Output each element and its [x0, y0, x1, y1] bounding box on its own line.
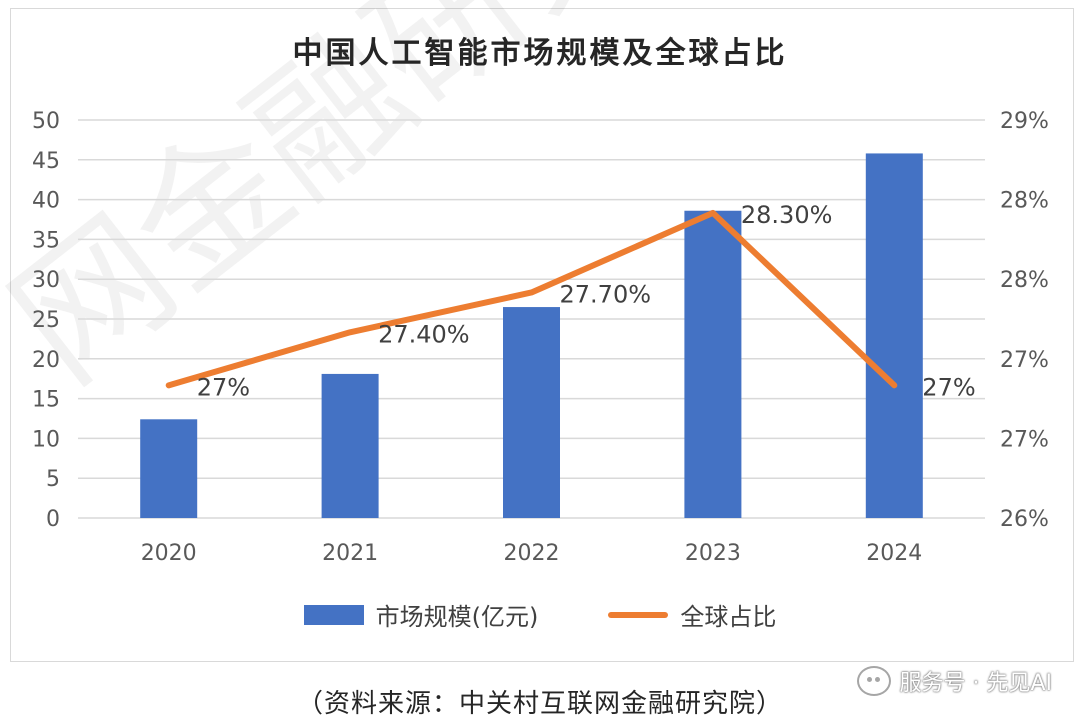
y-left-tick-label: 10 — [32, 427, 60, 452]
wechat-icon — [857, 666, 892, 696]
y-left-tick-label: 0 — [46, 507, 60, 532]
source-note: （资料来源：中关村互联网金融研究院） — [296, 689, 783, 719]
y-left-tick-label: 30 — [32, 268, 60, 293]
y-right-tick-label: 27% — [1000, 427, 1049, 452]
y-left-tick-label: 45 — [32, 149, 60, 174]
legend-label-bar: 市场规模(亿元) — [375, 603, 539, 631]
legend-item-bar: 市场规模(亿元) — [303, 597, 539, 632]
chart-canvas: 0 5 10 15 20 25 30 35 40 45 50 26% 27% 27% 28% 28% 29% 20… — [32, 109, 1049, 566]
line-data-label: 27% — [922, 373, 975, 401]
badge-text: 服务号 · 先见AI — [899, 671, 1052, 696]
x-tick-label: 2023 — [685, 541, 741, 566]
y-left-tick-label: 35 — [32, 228, 60, 253]
x-tick-label: 2020 — [141, 541, 197, 566]
y-right-tick-label: 26% — [1000, 507, 1049, 532]
y-left-tick-label: 25 — [32, 308, 60, 333]
line-data-label: 27.40% — [378, 320, 470, 348]
line-point — [711, 211, 714, 214]
y-left-tick-label: 50 — [32, 109, 60, 134]
bar — [321, 373, 379, 518]
line-data-label: 27.70% — [560, 280, 652, 308]
bar — [140, 419, 198, 518]
bar — [684, 210, 742, 518]
y-right-tick-label: 28% — [1000, 268, 1049, 293]
y-right-tick-label: 29% — [1000, 109, 1049, 134]
bar — [865, 153, 923, 518]
line-data-label: 27% — [197, 373, 250, 401]
service-account-badge: 服务号 · 先见AI — [857, 665, 1052, 697]
line-point — [893, 384, 896, 387]
y-left-tick-label: 5 — [46, 467, 60, 492]
line-point — [530, 291, 533, 294]
legend-label-line: 全球占比 — [680, 603, 777, 631]
y-left-tick-label: 15 — [32, 388, 60, 413]
y-left-tick-label: 20 — [32, 348, 60, 373]
legend: 市场规模(亿元) 全球占比 — [0, 597, 1080, 632]
x-tick-label: 2024 — [866, 541, 922, 566]
bar — [503, 307, 560, 518]
line-point — [349, 331, 352, 334]
legend-item-line: 全球占比 — [608, 597, 776, 632]
legend-swatch-line — [608, 611, 669, 618]
x-tick-label: 2021 — [322, 541, 378, 566]
line-data-label: 28.30% — [741, 201, 833, 229]
chart-title: 中国人工智能市场规模及全球占比 — [292, 36, 788, 71]
y-left-tick-label: 40 — [32, 189, 60, 214]
line-point — [167, 384, 170, 387]
y-right-tick-label: 27% — [1000, 348, 1049, 373]
y-right-tick-label: 28% — [1000, 189, 1049, 214]
legend-swatch-bar — [303, 604, 364, 625]
x-tick-label: 2022 — [504, 541, 560, 566]
